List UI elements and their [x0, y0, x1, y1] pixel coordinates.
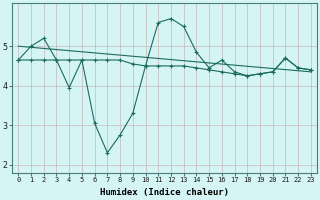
X-axis label: Humidex (Indice chaleur): Humidex (Indice chaleur) — [100, 188, 229, 197]
